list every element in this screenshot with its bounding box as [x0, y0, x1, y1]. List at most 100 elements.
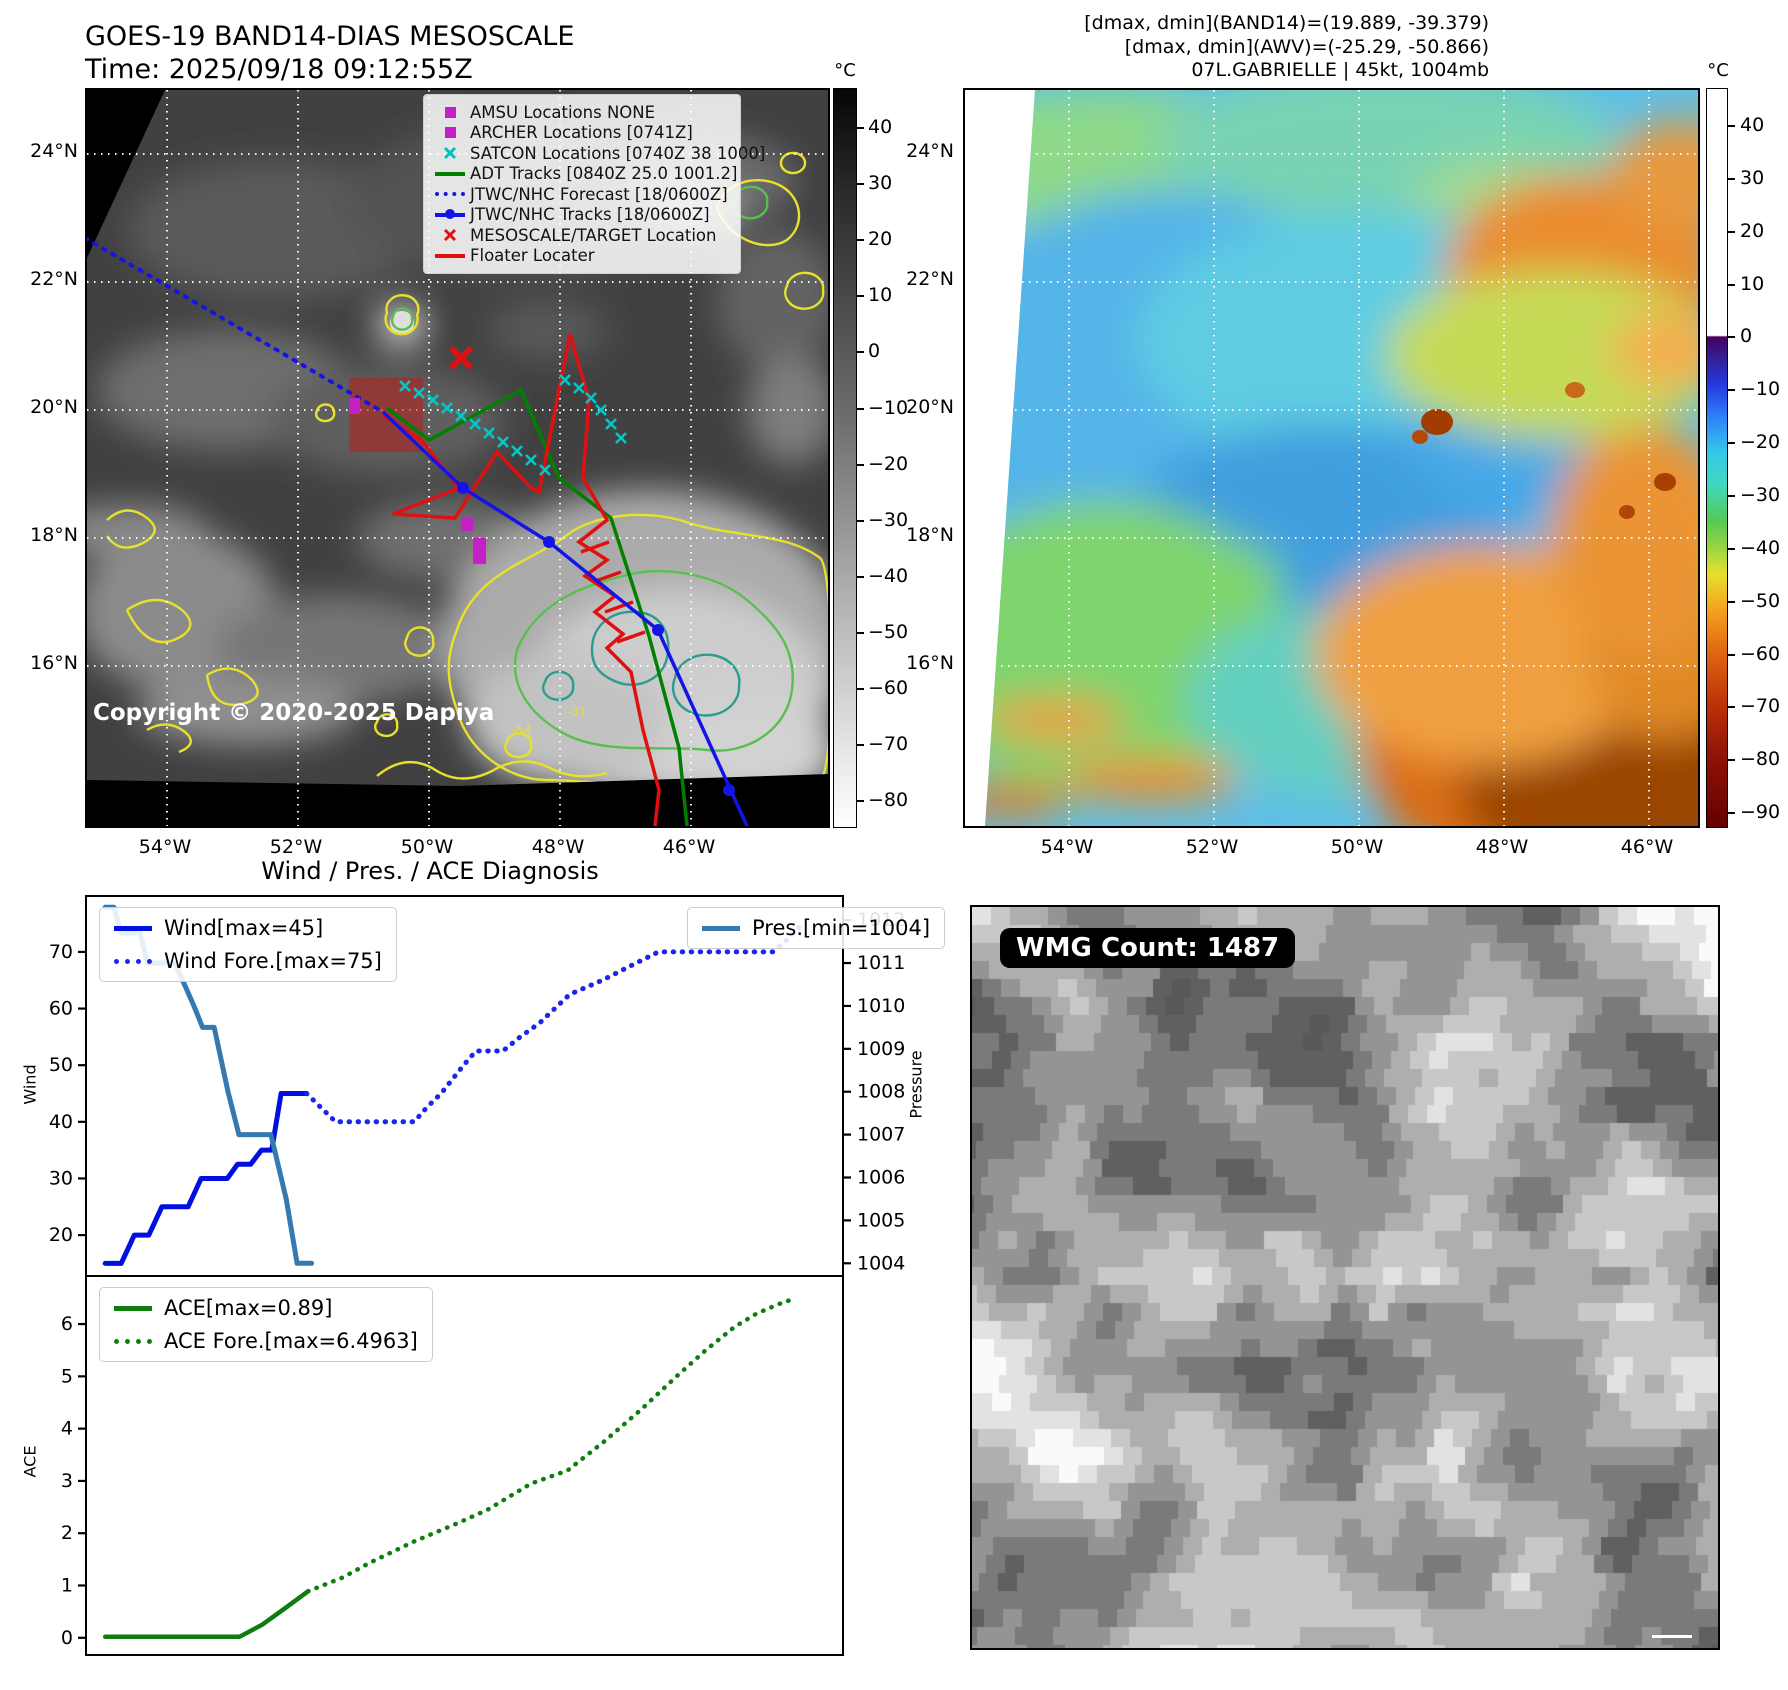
chart-legend: Wind[max=45] Wind Fore.[max=75] — [99, 907, 397, 982]
band14-cb-label: 0 — [868, 340, 881, 363]
awv-cb-tick — [1728, 177, 1735, 180]
awv-cb-tick — [1728, 389, 1735, 392]
chart-legend-label: ACE[max=0.89] — [164, 1296, 333, 1320]
svg-text:1009: 1009 — [857, 1038, 905, 1060]
wmg-scale-mark — [1652, 1635, 1692, 1638]
awv-colorbar-unit: °C — [1707, 60, 1729, 81]
band14-cb-label: 30 — [868, 172, 893, 195]
band14-lon-label: 48°W — [531, 836, 585, 858]
map-legend-label: ADT Tracks [0840Z 25.0 1001.2] — [470, 164, 738, 184]
awv-cb-label: 30 — [1740, 166, 1765, 189]
map-legend: AMSU Locations NONE ARCHER Locations [074… — [423, 94, 765, 274]
svg-text:40: 40 — [49, 1111, 73, 1133]
band14-lat-label: 24°N — [30, 140, 78, 162]
band14-cb-tick — [857, 519, 864, 522]
map-legend-item: MESOSCALE/TARGET Location — [430, 225, 732, 246]
svg-text:6: 6 — [61, 1313, 73, 1335]
awv-cb-label: −40 — [1740, 536, 1781, 559]
chart-legend-item: ACE[max=0.89] — [114, 1296, 418, 1320]
awv-satellite-map — [963, 88, 1700, 828]
chart-legend-item: Pres.[min=1004] — [702, 916, 930, 940]
band14-cb-label: −80 — [868, 788, 909, 811]
band14-title-line1: GOES-19 BAND14-DIAS MESOSCALE — [85, 21, 575, 52]
map-legend-label: Floater Locater — [470, 246, 595, 266]
svg-text:1011: 1011 — [857, 952, 905, 974]
awv-cb-tick — [1728, 653, 1735, 656]
svg-text:3: 3 — [61, 1470, 73, 1492]
band14-lon-label: 50°W — [400, 836, 454, 858]
band14-cb-label: −50 — [868, 620, 909, 643]
dotted-line-icon — [114, 1338, 152, 1344]
dmax-dmin-band14: [dmax, dmin](BAND14)=(19.889, -39.379) — [1084, 12, 1489, 34]
awv-lat-label: 16°N — [906, 652, 954, 674]
map-legend-item: ARCHER Locations [0741Z] — [430, 123, 732, 144]
svg-text:-54: -54 — [512, 723, 532, 737]
band14-cb-tick — [857, 239, 864, 242]
storm-annotations: [dmax, dmin](BAND14)=(19.889, -39.379) [… — [1084, 12, 1489, 83]
svg-text:-31: -31 — [567, 705, 587, 719]
map-legend-label: JTWC/NHC Tracks [18/0600Z] — [470, 205, 710, 225]
line-icon — [430, 171, 470, 176]
wmg-canvas — [972, 907, 1718, 1648]
line-icon — [114, 925, 152, 931]
ace-chart: 0 1 2 3 4 5 6 ACE[max=0.89] ACE Fore.[max=6.4963… — [61, 1275, 844, 1656]
svg-text:1006: 1006 — [857, 1166, 905, 1188]
svg-text:4: 4 — [61, 1418, 73, 1440]
band14-time-line: Time: 2025/09/18 09:12:55Z — [85, 54, 473, 85]
pressure-axis-label: Pressure — [906, 1050, 926, 1119]
band14-cb-label: 40 — [868, 116, 893, 139]
band14-cb-label: −30 — [868, 508, 909, 531]
band14-cb-tick — [857, 295, 864, 298]
band14-cb-label: −40 — [868, 564, 909, 587]
awv-cb-tick — [1728, 230, 1735, 233]
chart-legend-item: Wind Fore.[max=75] — [114, 949, 382, 973]
dmax-dmin-awv: [dmax, dmin](AWV)=(-25.29, -50.866) — [1124, 35, 1489, 58]
awv-cb-tick — [1728, 547, 1735, 550]
chart-legend-label: Wind[max=45] — [164, 916, 324, 940]
svg-text:20: 20 — [49, 1224, 73, 1246]
chart-legend-item: Wind[max=45] — [114, 916, 382, 940]
svg-text:0: 0 — [61, 1627, 73, 1649]
band14-lat-label: 18°N — [30, 524, 78, 546]
wmg-count-badge: WMG Count: 1487 — [1000, 928, 1296, 968]
band14-lon-label: 52°W — [269, 836, 323, 858]
awv-lat-label: 18°N — [906, 524, 954, 546]
band14-cb-label: 10 — [868, 284, 893, 307]
awv-lat-label: 20°N — [906, 396, 954, 418]
band14-cb-tick — [857, 631, 864, 634]
storm-id-intensity: 07L.GABRIELLE | 45kt, 1004mb — [1191, 59, 1489, 81]
awv-lat-label: 24°N — [906, 140, 954, 162]
wind-pressure-chart: 20 30 40 50 60 70 1004 1005 1006 1007 1008 1009 1010… — [49, 895, 946, 1279]
map-legend-item: AMSU Locations NONE — [430, 102, 732, 123]
awv-lon-label: 52°W — [1185, 836, 1239, 858]
band14-lat-label: 20°N — [30, 396, 78, 418]
band14-cb-label: 20 — [868, 228, 893, 251]
awv-cb-tick — [1728, 442, 1735, 445]
awv-cb-tick — [1728, 283, 1735, 286]
svg-text:1010: 1010 — [857, 995, 905, 1017]
svg-text:1: 1 — [61, 1575, 73, 1597]
band14-cb-tick — [857, 799, 864, 802]
band14-colorbar — [833, 88, 857, 828]
map-legend-item: JTWC/NHC Forecast [18/0600Z] — [430, 184, 732, 205]
svg-text:1008: 1008 — [857, 1081, 905, 1103]
awv-cb-tick — [1728, 125, 1735, 127]
linedot-icon — [430, 209, 470, 220]
awv-cb-tick — [1728, 706, 1735, 709]
chart-legend: Pres.[min=1004] — [687, 907, 946, 949]
chart-legend-label: Pres.[min=1004] — [752, 916, 931, 940]
awv-imagery — [965, 90, 1698, 826]
map-legend-label: ARCHER Locations [0741Z] — [470, 123, 693, 143]
dotted-line-icon — [114, 958, 152, 964]
band14-cb-tick — [857, 743, 864, 746]
band14-cb-tick — [857, 687, 864, 690]
awv-colorbar — [1706, 88, 1728, 828]
awv-cb-label: −20 — [1740, 431, 1781, 454]
svg-text:70: 70 — [49, 941, 73, 963]
wind-axis-label: Wind — [20, 1064, 40, 1105]
awv-lon-label: 48°W — [1475, 836, 1529, 858]
svg-text:30: 30 — [49, 1167, 73, 1189]
diagnosis-title: Wind / Pres. / ACE Diagnosis — [261, 857, 599, 885]
svg-text:2: 2 — [61, 1522, 73, 1544]
chart-legend: ACE[max=0.89] ACE Fore.[max=6.4963] — [99, 1287, 433, 1362]
